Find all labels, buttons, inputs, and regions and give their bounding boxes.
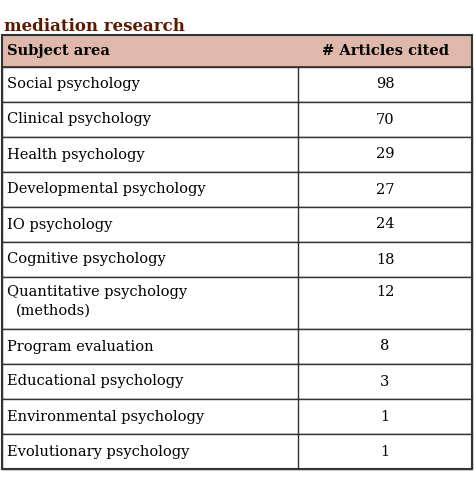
Text: 18: 18 xyxy=(376,253,394,266)
Bar xyxy=(2,102,472,137)
Text: Educational psychology: Educational psychology xyxy=(7,375,183,388)
Bar xyxy=(2,67,472,102)
Text: Developmental psychology: Developmental psychology xyxy=(7,183,206,196)
Bar xyxy=(2,172,472,207)
Bar xyxy=(2,434,472,469)
Text: 98: 98 xyxy=(376,77,394,91)
Bar xyxy=(2,35,472,67)
Bar xyxy=(2,242,472,277)
Text: Cognitive psychology: Cognitive psychology xyxy=(7,253,166,266)
Text: 29: 29 xyxy=(376,147,394,161)
Bar xyxy=(2,35,472,469)
Text: Quantitative psychology: Quantitative psychology xyxy=(7,285,187,298)
Text: IO psychology: IO psychology xyxy=(7,218,112,231)
Text: Social psychology: Social psychology xyxy=(7,77,140,91)
Text: Subject area: Subject area xyxy=(7,44,110,58)
Bar xyxy=(2,207,472,242)
Text: 8: 8 xyxy=(380,340,390,353)
Text: Health psychology: Health psychology xyxy=(7,147,145,161)
Text: 1: 1 xyxy=(381,445,390,458)
Text: 3: 3 xyxy=(380,375,390,388)
Text: 70: 70 xyxy=(376,112,394,126)
Bar xyxy=(2,137,472,172)
Text: Clinical psychology: Clinical psychology xyxy=(7,112,151,126)
Text: 12: 12 xyxy=(376,285,394,298)
Text: Evolutionary psychology: Evolutionary psychology xyxy=(7,445,190,458)
Text: mediation research: mediation research xyxy=(4,18,185,35)
Text: 27: 27 xyxy=(376,183,394,196)
Text: 1: 1 xyxy=(381,410,390,423)
Text: 24: 24 xyxy=(376,218,394,231)
Text: # Articles cited: # Articles cited xyxy=(321,44,448,58)
Text: Environmental psychology: Environmental psychology xyxy=(7,410,204,423)
Bar xyxy=(2,329,472,364)
Text: (methods): (methods) xyxy=(16,304,91,318)
Bar xyxy=(2,364,472,399)
Bar xyxy=(2,277,472,329)
Bar xyxy=(2,399,472,434)
Text: Program evaluation: Program evaluation xyxy=(7,340,154,353)
